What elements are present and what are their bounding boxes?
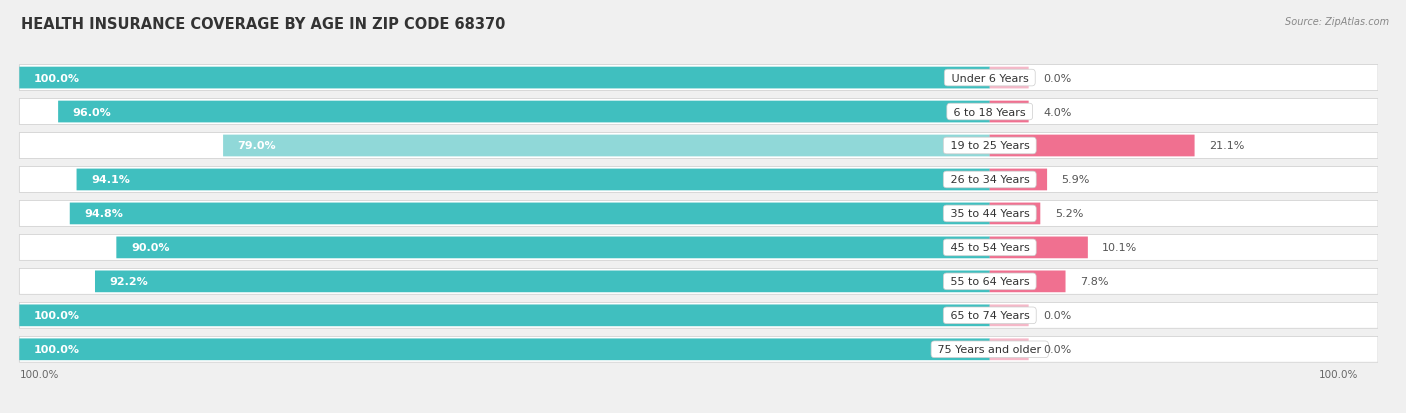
Text: 0.0%: 0.0% <box>1043 311 1071 320</box>
Text: 96.0%: 96.0% <box>73 107 111 117</box>
FancyBboxPatch shape <box>20 303 1378 328</box>
Text: Under 6 Years: Under 6 Years <box>948 74 1032 83</box>
FancyBboxPatch shape <box>76 169 990 191</box>
Text: 94.8%: 94.8% <box>84 209 124 219</box>
Text: 5.2%: 5.2% <box>1054 209 1083 219</box>
Text: 5.9%: 5.9% <box>1062 175 1090 185</box>
FancyBboxPatch shape <box>990 203 1040 225</box>
Text: Source: ZipAtlas.com: Source: ZipAtlas.com <box>1285 17 1389 26</box>
Text: 94.1%: 94.1% <box>91 175 131 185</box>
FancyBboxPatch shape <box>20 235 1378 261</box>
FancyBboxPatch shape <box>990 237 1088 259</box>
FancyBboxPatch shape <box>20 100 1378 125</box>
Text: 65 to 74 Years: 65 to 74 Years <box>946 311 1033 320</box>
Text: 55 to 64 Years: 55 to 64 Years <box>946 277 1033 287</box>
FancyBboxPatch shape <box>20 67 990 89</box>
FancyBboxPatch shape <box>58 102 990 123</box>
FancyBboxPatch shape <box>20 201 1378 227</box>
FancyBboxPatch shape <box>224 135 990 157</box>
FancyBboxPatch shape <box>20 339 990 360</box>
FancyBboxPatch shape <box>990 339 1029 360</box>
Text: 79.0%: 79.0% <box>238 141 277 151</box>
Text: 26 to 34 Years: 26 to 34 Years <box>946 175 1033 185</box>
Text: 92.2%: 92.2% <box>110 277 149 287</box>
Text: 45 to 54 Years: 45 to 54 Years <box>946 243 1033 253</box>
FancyBboxPatch shape <box>20 167 1378 193</box>
FancyBboxPatch shape <box>20 337 1378 362</box>
FancyBboxPatch shape <box>990 305 1029 326</box>
Text: 19 to 25 Years: 19 to 25 Years <box>946 141 1033 151</box>
FancyBboxPatch shape <box>117 237 990 259</box>
FancyBboxPatch shape <box>20 269 1378 294</box>
Text: 0.0%: 0.0% <box>1043 344 1071 354</box>
Text: 21.1%: 21.1% <box>1209 141 1244 151</box>
Text: 6 to 18 Years: 6 to 18 Years <box>950 107 1029 117</box>
Text: 35 to 44 Years: 35 to 44 Years <box>946 209 1033 219</box>
FancyBboxPatch shape <box>20 133 1378 159</box>
Text: 7.8%: 7.8% <box>1080 277 1108 287</box>
Text: 75 Years and older: 75 Years and older <box>935 344 1045 354</box>
Text: 100.0%: 100.0% <box>34 344 80 354</box>
FancyBboxPatch shape <box>990 67 1029 89</box>
FancyBboxPatch shape <box>20 305 990 326</box>
FancyBboxPatch shape <box>96 271 990 292</box>
FancyBboxPatch shape <box>70 203 990 225</box>
Legend: With Coverage, Without Coverage: With Coverage, Without Coverage <box>399 411 648 413</box>
Text: 4.0%: 4.0% <box>1043 107 1071 117</box>
Text: 100.0%: 100.0% <box>1319 369 1358 379</box>
FancyBboxPatch shape <box>990 102 1029 123</box>
Text: 100.0%: 100.0% <box>34 74 80 83</box>
Text: 90.0%: 90.0% <box>131 243 170 253</box>
Text: 100.0%: 100.0% <box>20 369 59 379</box>
FancyBboxPatch shape <box>990 169 1047 191</box>
Text: 0.0%: 0.0% <box>1043 74 1071 83</box>
Text: HEALTH INSURANCE COVERAGE BY AGE IN ZIP CODE 68370: HEALTH INSURANCE COVERAGE BY AGE IN ZIP … <box>21 17 506 31</box>
FancyBboxPatch shape <box>990 271 1066 292</box>
Text: 10.1%: 10.1% <box>1102 243 1137 253</box>
FancyBboxPatch shape <box>990 135 1195 157</box>
Text: 100.0%: 100.0% <box>34 311 80 320</box>
FancyBboxPatch shape <box>20 66 1378 91</box>
